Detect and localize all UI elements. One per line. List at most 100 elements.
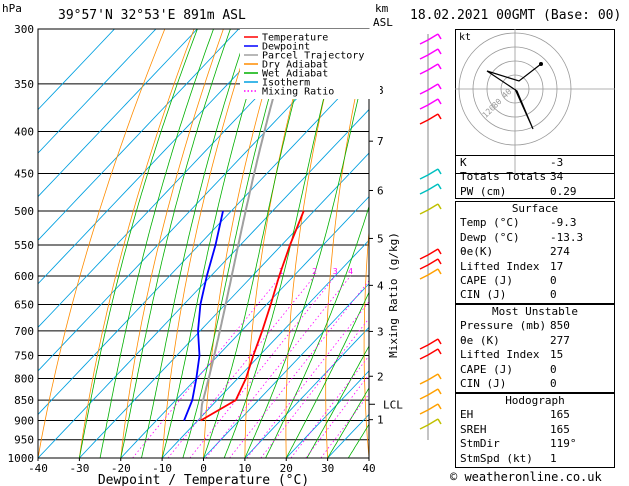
row-label: StmSpd (kt) <box>460 451 533 465</box>
row-label: Temp (°C) <box>460 216 520 230</box>
table-row: Pressure (mb) 850 <box>456 319 614 333</box>
wet-adiabat-line <box>161 29 268 458</box>
table-row: Temp (°C) -9.3 <box>456 216 614 230</box>
mixing-ratio-label: 2 <box>312 267 317 276</box>
table-row: Lifted Index 15 <box>456 348 614 362</box>
forecast-datetime: 18.02.2021 00GMT (Base: 00) <box>410 8 622 23</box>
barb-shaft <box>427 348 439 356</box>
barb-flag <box>419 254 429 260</box>
dry-adiabat-line <box>363 227 369 458</box>
pressure-tick-label: 550 <box>14 239 34 252</box>
barb-flag <box>419 39 429 45</box>
wind-barb <box>419 83 442 95</box>
row-label: StmDir <box>460 437 500 451</box>
mixing-ratio-label: 6 <box>370 267 375 276</box>
row-label: Lifted Index <box>460 348 540 362</box>
x-tick-label: 40 <box>362 462 375 475</box>
wind-barb <box>419 168 442 180</box>
wind-barb <box>419 113 442 125</box>
barb-flag <box>419 274 429 280</box>
pressure-tick-label: 850 <box>14 394 34 407</box>
barb-flag <box>419 354 429 360</box>
copyright-footer: © weatheronline.co.uk <box>450 470 602 484</box>
mixing-ratio-line <box>260 317 369 458</box>
pressure-tick-label: 650 <box>14 299 34 312</box>
wet-adiabat-line <box>265 205 369 458</box>
barb-shaft <box>427 268 439 276</box>
barb-flag <box>419 119 429 125</box>
wind-barb <box>419 338 442 350</box>
surface-panel: Surface Temp (°C) -9.3 Dewp (°C) -13.3 θe(K)… <box>455 201 615 304</box>
mixing-ratio-line <box>229 280 369 458</box>
legend-label: Dry Adiabat <box>262 60 328 71</box>
barb-flag <box>419 104 429 110</box>
pressure-tick-label: 350 <box>14 78 34 91</box>
table-row: θe (K) 277 <box>456 334 614 348</box>
wind-barb <box>419 183 442 195</box>
x-tick-label: 0 <box>200 462 207 475</box>
pressure-tick-label: 600 <box>14 270 34 283</box>
pressure-tick-label: 1000 <box>8 452 35 465</box>
table-row: Dewp (°C) -13.3 <box>456 231 614 245</box>
indices-panel: K -3 Totals Totals 34 PW (cm) 0.29 <box>455 155 615 199</box>
barb-flag <box>437 33 442 40</box>
km-tick-label: 4 <box>377 279 384 292</box>
parcel-trajectory-line <box>199 29 294 421</box>
km-tick-label: 1 <box>377 414 384 427</box>
wind-barb <box>419 268 442 280</box>
barb-flag <box>437 183 442 190</box>
barb-shaft <box>427 373 439 381</box>
isotherm-line <box>38 29 364 372</box>
station-location: 39°57'N 32°53'E 891m ASL <box>58 8 246 23</box>
table-row: CIN (J) 0 <box>456 288 614 302</box>
barb-shaft <box>427 168 439 176</box>
x-tick-label: 20 <box>280 462 293 475</box>
wind-barb <box>419 258 442 270</box>
legend-label: Temperature <box>262 33 328 44</box>
row-value: 165 <box>550 408 570 422</box>
x-tick-label: -20 <box>111 462 131 475</box>
hpa-unit-label: hPa <box>2 2 22 15</box>
row-label: CAPE (J) <box>460 273 513 287</box>
pressure-tick-label: 800 <box>14 373 34 386</box>
wet-adiabat-line <box>285 291 369 458</box>
x-axis-title: Dewpoint / Temperature (°C) <box>98 473 309 486</box>
x-tick-label: 30 <box>321 462 334 475</box>
row-label: Pressure (mb) <box>460 319 547 333</box>
isotherm-line <box>38 65 369 416</box>
surface-title: Surface <box>511 202 559 215</box>
barb-shaft <box>427 83 439 91</box>
row-label: CIN (J) <box>460 376 507 390</box>
barb-flag <box>437 418 442 425</box>
row-value: 274 <box>550 245 570 259</box>
barb-flag <box>419 69 429 75</box>
row-value: -13.3 <box>550 230 584 244</box>
lcl-label: LCL <box>383 398 403 411</box>
barb-shaft <box>427 48 439 56</box>
barb-flag <box>419 174 429 180</box>
isotherm-line <box>120 195 369 458</box>
x-tick-label: 10 <box>238 462 251 475</box>
wind-barb <box>419 418 442 430</box>
legend-label: Mixing Ratio <box>262 87 334 98</box>
barb-flag <box>437 203 442 210</box>
x-tick-label: -30 <box>69 462 89 475</box>
pressure-tick-label: 300 <box>14 23 34 36</box>
wind-barb <box>419 248 442 260</box>
table-row: PW (cm) 0.29 <box>456 185 614 199</box>
km-tick-label: 3 <box>377 325 384 338</box>
row-value: 850 <box>550 319 570 333</box>
hodograph-trace <box>486 63 542 130</box>
wind-barb <box>419 98 442 110</box>
mixing-ratio-axis-title: Mixing Ratio (g/kg) <box>387 232 400 358</box>
wind-barb <box>419 348 442 360</box>
barb-flag <box>419 264 429 270</box>
isotherm-line <box>285 370 369 458</box>
grid-layer <box>38 29 428 458</box>
row-label: θe (K) <box>460 333 500 347</box>
dry-adiabat-line <box>401 29 428 458</box>
hodograph-unit-label: kt <box>459 32 471 43</box>
